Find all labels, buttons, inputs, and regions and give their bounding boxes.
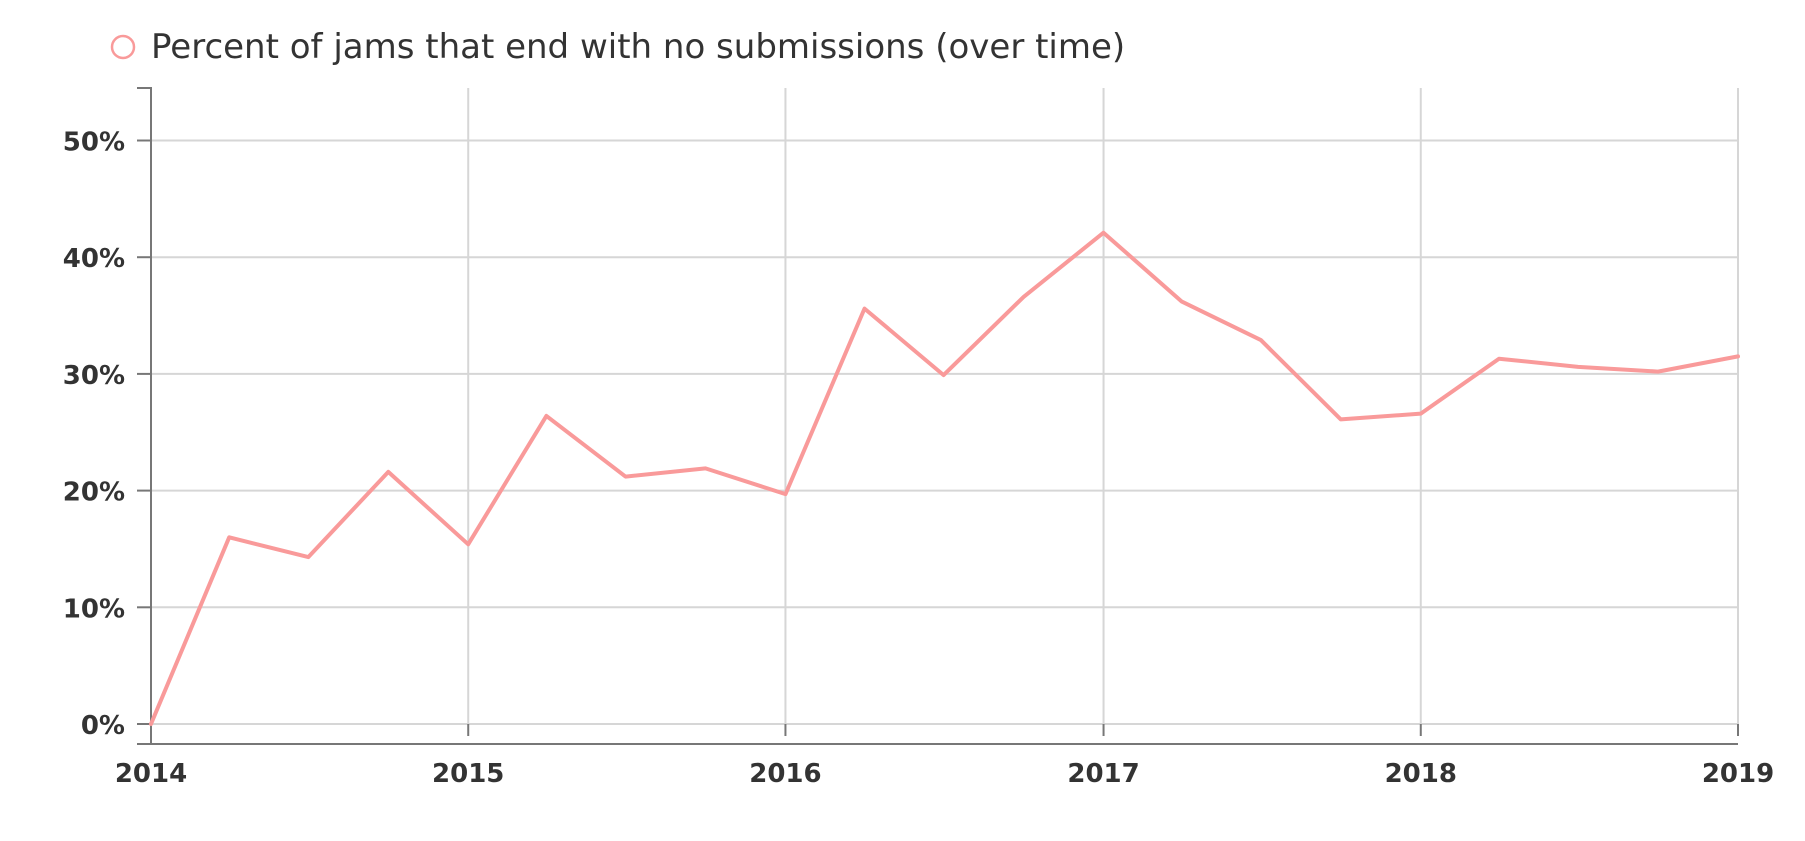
x-tick-label: 2014 [115,759,187,789]
y-tick-label: 0% [81,711,125,741]
x-tick-label: 2017 [1067,759,1139,789]
x-axis-ticks: 2014 2015 2016 2017 2018 2019 [115,724,1774,789]
series-group [149,230,1740,726]
x-tick-label: 2018 [1385,759,1457,789]
y-axis-line [137,87,152,745]
y-tick-label: 30% [63,361,125,391]
axes [137,87,1738,745]
y-tick-label: 40% [63,244,125,274]
y-tick-label: 20% [63,478,125,508]
series-line-no-submissions [149,230,1740,726]
y-tick-label: 50% [63,128,125,158]
legend[interactable]: Percent of jams that end with no submiss… [110,27,1125,67]
legend-label: Percent of jams that end with no submiss… [151,27,1125,67]
y-tick-label: 10% [63,594,125,624]
x-tick-label: 2016 [749,759,821,789]
x-tick-label: 2015 [432,759,504,789]
grid [150,88,1739,725]
y-axis-ticks: 0% 10% 20% 30% 40% 50% [63,128,151,741]
x-tick-label: 2019 [1702,759,1774,789]
legend-marker [110,34,136,60]
